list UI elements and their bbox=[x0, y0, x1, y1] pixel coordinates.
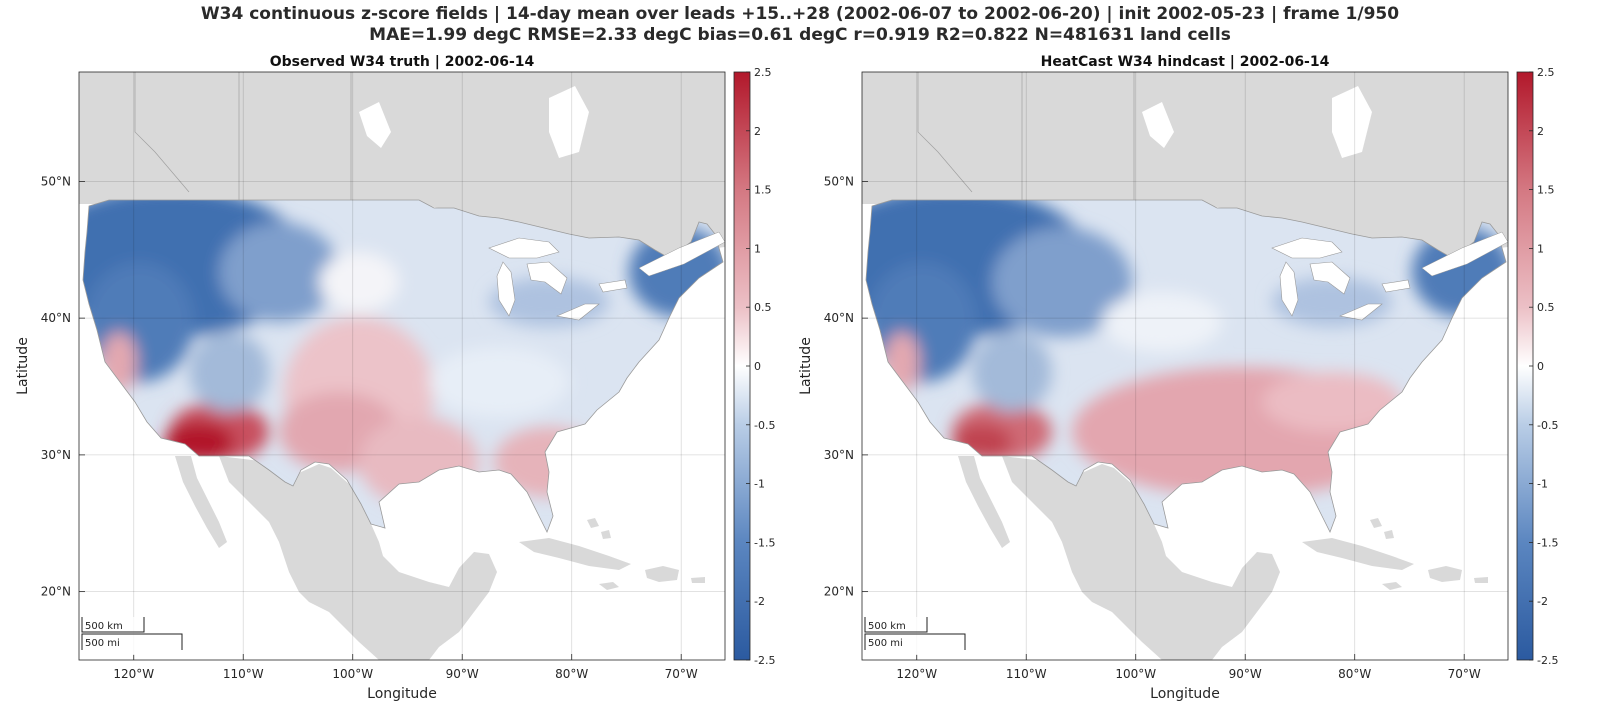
x-tick-label: 70°W bbox=[665, 667, 698, 681]
y-axis-label: Latitude bbox=[798, 337, 814, 395]
graticule bbox=[79, 72, 725, 660]
colorbar-tick-label: 1 bbox=[1537, 242, 1544, 255]
colorbar-tick-label: 1.5 bbox=[1537, 184, 1555, 197]
scale-mi-label: 500 mi bbox=[868, 638, 903, 649]
y-tick-label: 40°N bbox=[824, 311, 854, 325]
colorbar-tick-label: 2.5 bbox=[1537, 66, 1555, 79]
colorbar-tick-label: -1.5 bbox=[1537, 536, 1558, 549]
x-tick-label: 110°W bbox=[1006, 667, 1047, 681]
y-tick-label: 40°N bbox=[41, 311, 71, 325]
colorbar: 2.5 2 1.5 1 0.5 0 -0.5 -1 -1.5 -2 -2.5 bbox=[1516, 66, 1558, 667]
colorbar-tick-label: -2.5 bbox=[754, 654, 775, 667]
colorbar-tick-label: 1 bbox=[754, 242, 761, 255]
y-tick-label: 30°N bbox=[41, 448, 71, 462]
scale-mi-label: 500 mi bbox=[85, 638, 120, 649]
colorbar: 2.5 2 1.5 1 0.5 0 -0.5 -1 -1.5 -2 -2.5 bbox=[733, 66, 775, 667]
scale-bar: 500 km 500 mi bbox=[81, 617, 183, 655]
panel-title: Observed W34 truth | 2002-06-14 bbox=[270, 54, 535, 70]
y-tick-label: 50°N bbox=[824, 174, 854, 188]
y-tick-label: 20°N bbox=[41, 585, 71, 599]
colorbar-tick-label: 0 bbox=[754, 360, 761, 373]
x-tick-label: 80°W bbox=[1338, 667, 1371, 681]
z-score-field-observed bbox=[83, 200, 723, 532]
colorbar-tick-label: 2 bbox=[754, 125, 761, 138]
y-tick-label: 50°N bbox=[41, 174, 71, 188]
great-lakes bbox=[488, 237, 628, 321]
scale-bar: 500 km 500 mi bbox=[864, 617, 966, 655]
colorbar-tick-label: 2.5 bbox=[754, 66, 772, 79]
panel-observed: 120°W 110°W 100°W 90°W 80°W 70°W 20°N 30°N 40°N… bbox=[15, 54, 775, 702]
colorbar-tick-label: 0 bbox=[1537, 360, 1544, 373]
x-tick-label: 70°W bbox=[1448, 667, 1481, 681]
x-tick-label: 110°W bbox=[223, 667, 264, 681]
x-tick-labels: 120°W 110°W 100°W 90°W 80°W 70°W bbox=[896, 654, 1481, 681]
colorbar-tick-label: -1.5 bbox=[754, 536, 775, 549]
colorbar-tick-label: -2 bbox=[1537, 595, 1548, 608]
colorbar-tick-label: -1 bbox=[754, 478, 765, 491]
y-tick-labels: 20°N 30°N 40°N 50°N bbox=[41, 174, 85, 599]
x-tick-label: 120°W bbox=[113, 667, 154, 681]
y-tick-label: 30°N bbox=[824, 448, 854, 462]
x-tick-label: 100°W bbox=[332, 667, 373, 681]
x-tick-label: 90°W bbox=[446, 667, 479, 681]
great-lakes bbox=[1271, 237, 1411, 321]
scale-km-label: 500 km bbox=[868, 621, 906, 632]
colorbar-tick-label: -1 bbox=[1537, 478, 1548, 491]
y-axis-label: Latitude bbox=[15, 337, 31, 395]
panel-title: HeatCast W34 hindcast | 2002-06-14 bbox=[1041, 54, 1330, 70]
colorbar-tick-label: -0.5 bbox=[754, 419, 775, 432]
colorbar-tick-label: 2 bbox=[1537, 125, 1544, 138]
colorbar-tick-label: 1.5 bbox=[754, 184, 772, 197]
colorbar-tick-label: 0.5 bbox=[1537, 301, 1555, 314]
axes-frame bbox=[861, 71, 1509, 661]
x-tick-label: 100°W bbox=[1115, 667, 1156, 681]
x-tick-label: 80°W bbox=[555, 667, 588, 681]
colorbar-tick-label: -2.5 bbox=[1537, 654, 1558, 667]
panel-hindcast: 120°W 110°W 100°W 90°W 80°W 70°W 20°N 30°N 40°N… bbox=[798, 54, 1558, 702]
y-tick-labels: 20°N 30°N 40°N 50°N bbox=[824, 174, 868, 599]
figure-title: W34 continuous z-score fields | 14-day m… bbox=[0, 4, 1600, 46]
x-axis-label: Longitude bbox=[1150, 686, 1220, 702]
x-axis-label: Longitude bbox=[367, 686, 437, 702]
colorbar-tick-label: 0.5 bbox=[754, 301, 772, 314]
y-tick-label: 20°N bbox=[824, 585, 854, 599]
z-score-field-hindcast bbox=[866, 200, 1506, 532]
figure-title-line2: MAE=1.99 degC RMSE=2.33 degC bias=0.61 d… bbox=[369, 25, 1231, 45]
graticule bbox=[862, 72, 1508, 660]
x-tick-label: 90°W bbox=[1229, 667, 1262, 681]
x-tick-labels: 120°W 110°W 100°W 90°W 80°W 70°W bbox=[113, 654, 698, 681]
colorbar-tick-label: -0.5 bbox=[1537, 419, 1558, 432]
figure-title-line1: W34 continuous z-score fields | 14-day m… bbox=[200, 4, 1400, 24]
x-tick-label: 120°W bbox=[896, 667, 937, 681]
scale-km-label: 500 km bbox=[85, 621, 123, 632]
colorbar-tick-label: -2 bbox=[754, 595, 765, 608]
axes-frame bbox=[78, 71, 726, 661]
